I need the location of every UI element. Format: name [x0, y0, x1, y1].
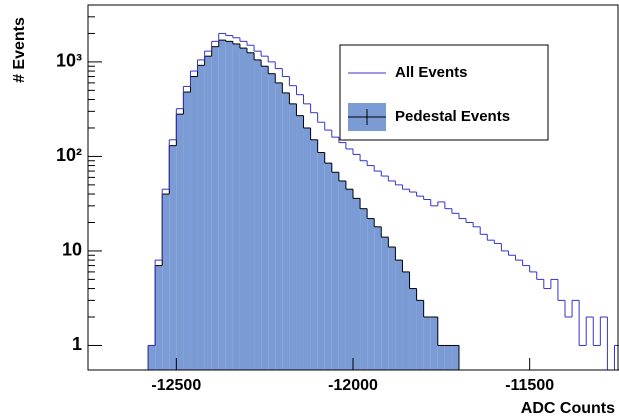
hist-bar: [232, 43, 240, 371]
x-tick-label: -12500: [151, 377, 201, 394]
hist-bar: [388, 247, 396, 370]
hist-bar: [296, 115, 304, 371]
hist-bar: [261, 66, 269, 370]
hist-bar: [204, 56, 212, 370]
hist-bar: [430, 317, 438, 370]
y-tick-label: 10²: [56, 145, 82, 165]
hist-bar: [303, 127, 311, 370]
hist-bar: [402, 271, 410, 370]
hist-bar: [451, 345, 459, 370]
hist-bar: [268, 73, 276, 371]
hist-bar: [190, 76, 198, 371]
hist-bar: [374, 226, 382, 370]
x-axis-title: ADC Counts: [521, 400, 615, 417]
hist-bar: [409, 288, 417, 370]
hist-bar: [169, 145, 177, 370]
y-tick-label: 10³: [56, 51, 82, 71]
hist-bar: [218, 40, 226, 371]
hist-bar: [338, 180, 346, 370]
hist-bar: [367, 218, 375, 370]
hist-bar: [282, 92, 290, 370]
hist-bar: [148, 345, 156, 370]
hist-bar: [155, 265, 163, 370]
y-tick-label: 10: [62, 240, 82, 260]
hist-bar: [211, 46, 219, 371]
hist-bar: [197, 65, 205, 371]
hist-bar: [247, 52, 255, 370]
hist-bar: [324, 163, 332, 370]
hist-bar: [423, 317, 431, 370]
hist-bar: [289, 103, 297, 371]
hist-bar: [239, 48, 247, 371]
x-tick-label: -12000: [328, 377, 378, 394]
hist-bar: [437, 345, 445, 370]
hist-bar: [310, 139, 318, 370]
legend-label: Pedestal Events: [395, 108, 510, 125]
hist-bar: [225, 41, 233, 371]
y-tick-label: 1: [72, 334, 82, 354]
legend-label: All Events: [395, 64, 468, 81]
hist-bar: [254, 59, 262, 371]
hist-bar: [416, 300, 424, 370]
hist-bar: [381, 237, 389, 370]
hist-bar: [360, 208, 368, 370]
hist-bar: [176, 114, 184, 370]
hist-bar: [444, 345, 452, 370]
hist-bar: [353, 198, 361, 370]
hist-bar: [162, 194, 170, 370]
x-tick-label: -11500: [505, 377, 554, 394]
hist-bar: [395, 260, 403, 370]
hist-bar: [275, 82, 283, 370]
hist-bar: [345, 189, 353, 370]
hist-bar: [331, 172, 339, 370]
hist-bar: [317, 152, 325, 370]
y-axis-title: # Events: [11, 17, 28, 83]
hist-bar: [183, 92, 191, 370]
